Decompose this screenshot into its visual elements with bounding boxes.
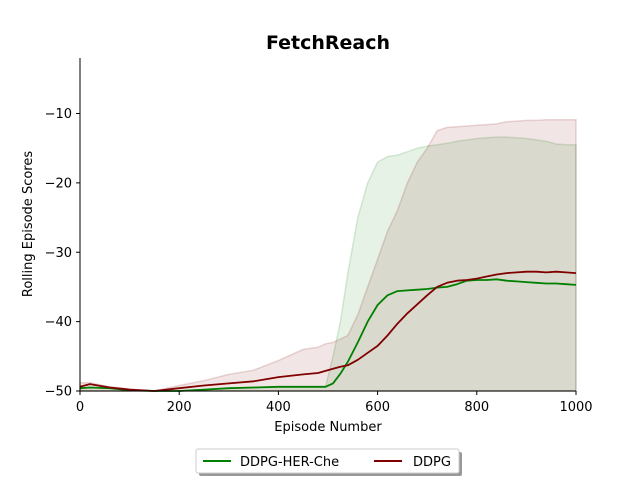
y-tick-label: −10 bbox=[45, 107, 72, 122]
legend-label-ddpg-her-che: DDPG-HER-Che bbox=[240, 455, 339, 470]
x-tick-label: 600 bbox=[365, 400, 390, 415]
legend-box bbox=[195, 448, 460, 474]
x-axis-ticks: 0 200 400 600 800 1000 bbox=[76, 391, 593, 415]
x-tick-label: 400 bbox=[266, 400, 291, 415]
x-tick-label: 800 bbox=[464, 400, 489, 415]
series-line-ddpg-her-che bbox=[79, 278, 577, 392]
legend: DDPG-HER-Che DDPG bbox=[195, 448, 462, 476]
y-tick-label: −30 bbox=[45, 246, 72, 261]
series-lines bbox=[79, 270, 577, 392]
x-axis-label: Episode Number bbox=[274, 420, 382, 435]
chart-title: FetchReach bbox=[266, 32, 390, 54]
band-ddpg bbox=[79, 118, 577, 392]
x-tick-label: 1000 bbox=[559, 400, 592, 415]
series-line-ddpg bbox=[79, 270, 577, 392]
y-tick-label: −20 bbox=[45, 176, 72, 191]
y-axis-ticks: −50 −40 −30 −20 −10 bbox=[45, 107, 80, 400]
y-tick-label: −40 bbox=[45, 315, 72, 330]
legend-label-ddpg: DDPG bbox=[413, 455, 451, 470]
confidence-bands bbox=[79, 118, 577, 392]
y-axis-label: Rolling Episode Scores bbox=[21, 151, 36, 297]
x-tick-label: 0 bbox=[76, 400, 84, 415]
y-tick-label: −50 bbox=[45, 385, 72, 400]
x-tick-label: 200 bbox=[167, 400, 192, 415]
